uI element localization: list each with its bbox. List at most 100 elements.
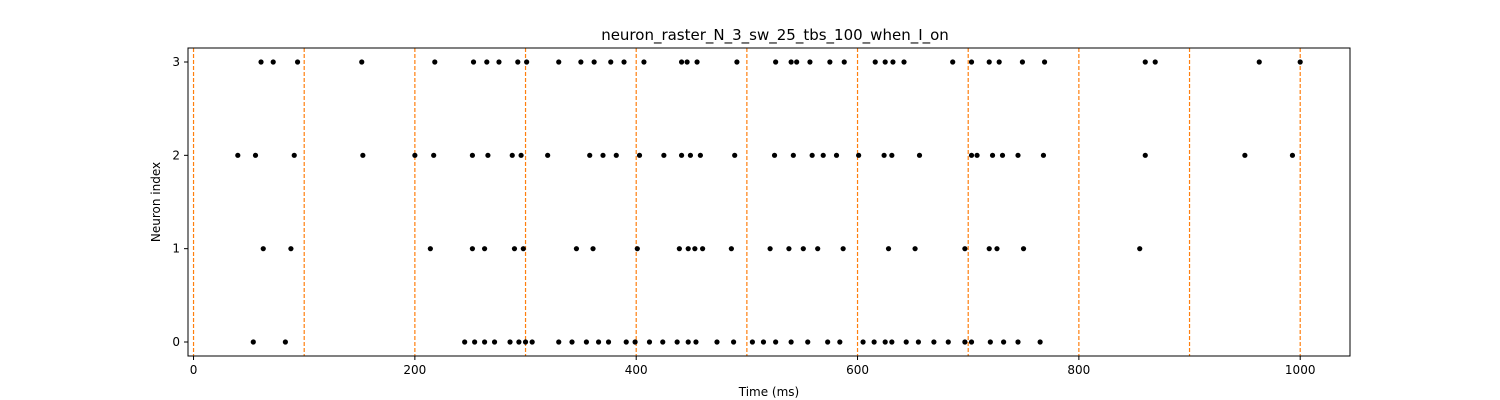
spike-n3-24 xyxy=(827,59,833,65)
spike-n0-27 xyxy=(788,339,794,345)
spike-n3-6 xyxy=(484,59,490,65)
spike-n3-18 xyxy=(694,59,700,65)
chart-title: neuron_raster_N_3_sw_25_tbs_100_when_I_o… xyxy=(601,26,949,45)
spike-n0-9 xyxy=(529,339,535,345)
spike-n0-18 xyxy=(660,339,666,345)
spike-n0-2 xyxy=(462,339,468,345)
spike-n2-0 xyxy=(235,152,241,158)
spike-n3-2 xyxy=(294,59,301,65)
spike-n2-10 xyxy=(545,152,551,158)
spike-n2-25 xyxy=(856,152,862,158)
x-axis-label: Time (ms) xyxy=(738,385,800,399)
spike-n1-1 xyxy=(288,246,294,252)
spike-n1-7 xyxy=(573,246,580,252)
spike-n0-38 xyxy=(945,339,951,345)
y-tick-label-3: 3 xyxy=(172,55,180,69)
spike-n1-5 xyxy=(511,246,518,252)
x-tick-label-1000: 1000 xyxy=(1285,363,1316,377)
spike-n1-21 xyxy=(912,246,918,252)
spike-n0-10 xyxy=(556,339,562,345)
spike-n0-23 xyxy=(730,339,737,345)
spike-n2-1 xyxy=(252,152,259,158)
spike-n2-34 xyxy=(1040,152,1047,158)
spike-n0-14 xyxy=(605,339,612,345)
spike-n2-2 xyxy=(291,152,297,158)
plot-frame xyxy=(187,47,1351,357)
spike-n2-18 xyxy=(697,152,703,158)
spike-n3-20 xyxy=(773,59,779,65)
spike-n2-26 xyxy=(881,152,887,158)
spike-n3-12 xyxy=(591,59,597,65)
spike-n0-25 xyxy=(760,339,767,345)
spike-n2-11 xyxy=(587,152,593,158)
spike-n3-27 xyxy=(882,59,888,65)
spike-n3-11 xyxy=(578,59,584,65)
spike-n3-37 xyxy=(1152,59,1158,65)
spike-n1-24 xyxy=(994,246,1000,252)
spike-n2-22 xyxy=(809,152,815,158)
spike-n2-20 xyxy=(771,152,778,158)
spike-n2-6 xyxy=(469,152,476,158)
spike-n1-4 xyxy=(481,246,488,252)
x-tick-label-600: 600 xyxy=(846,363,869,377)
spike-n1-0 xyxy=(260,246,266,252)
spike-n2-23 xyxy=(820,152,826,158)
spike-n1-8 xyxy=(590,246,596,252)
spike-n2-8 xyxy=(509,152,515,158)
spike-n2-13 xyxy=(613,152,619,158)
spike-n1-6 xyxy=(520,246,526,252)
spike-n3-23 xyxy=(807,59,813,65)
spike-n0-30 xyxy=(837,339,843,345)
spike-n0-33 xyxy=(882,339,888,345)
spike-n2-12 xyxy=(600,152,606,158)
spike-n1-17 xyxy=(800,246,806,252)
spike-n0-20 xyxy=(685,339,691,345)
spike-n1-2 xyxy=(427,246,433,252)
spike-n2-19 xyxy=(732,152,738,158)
spike-n1-9 xyxy=(634,246,640,252)
spike-n0-29 xyxy=(825,339,831,345)
spike-n0-32 xyxy=(871,339,877,345)
spike-n3-29 xyxy=(901,59,907,65)
spike-n2-37 xyxy=(1289,152,1296,158)
spike-n1-26 xyxy=(1137,246,1143,252)
spike-n3-14 xyxy=(621,59,627,65)
spike-n2-4 xyxy=(412,152,418,158)
spike-n3-22 xyxy=(794,59,800,65)
spike-n0-5 xyxy=(491,339,498,345)
spike-n2-35 xyxy=(1142,152,1148,158)
spike-n2-24 xyxy=(833,152,840,158)
x-axis: 0 200 400 600 800 1000 xyxy=(190,356,1316,377)
spike-n2-16 xyxy=(678,152,685,158)
spike-n3-30 xyxy=(950,59,956,65)
spike-n2-21 xyxy=(790,152,796,158)
y-tick-label-2: 2 xyxy=(172,148,180,162)
spike-n1-18 xyxy=(815,246,821,252)
spike-n1-25 xyxy=(1020,246,1027,252)
spike-n0-4 xyxy=(481,339,488,345)
spike-n2-3 xyxy=(360,152,366,158)
spike-n3-17 xyxy=(684,59,690,65)
spike-n0-24 xyxy=(749,339,756,345)
spike-n0-40 xyxy=(968,339,975,345)
spike-n0-44 xyxy=(1037,339,1043,345)
point-group xyxy=(235,59,1303,345)
y-tick-label-1: 1 xyxy=(172,242,180,256)
spike-n0-26 xyxy=(773,339,779,345)
spike-n3-15 xyxy=(641,59,647,65)
spike-n3-31 xyxy=(968,59,975,65)
spike-n0-8 xyxy=(522,339,529,345)
spike-n1-23 xyxy=(986,246,992,252)
spike-n1-13 xyxy=(700,246,706,252)
spike-n3-5 xyxy=(470,59,477,65)
spike-n3-34 xyxy=(1019,59,1026,65)
spike-n1-3 xyxy=(469,246,476,252)
spike-n3-36 xyxy=(1142,59,1148,65)
spike-n0-37 xyxy=(931,339,937,345)
spike-n0-0 xyxy=(250,339,256,345)
spike-n0-17 xyxy=(646,339,653,345)
spike-n3-32 xyxy=(986,59,992,65)
y-tick-label-0: 0 xyxy=(172,335,180,349)
spike-n0-36 xyxy=(915,339,922,345)
